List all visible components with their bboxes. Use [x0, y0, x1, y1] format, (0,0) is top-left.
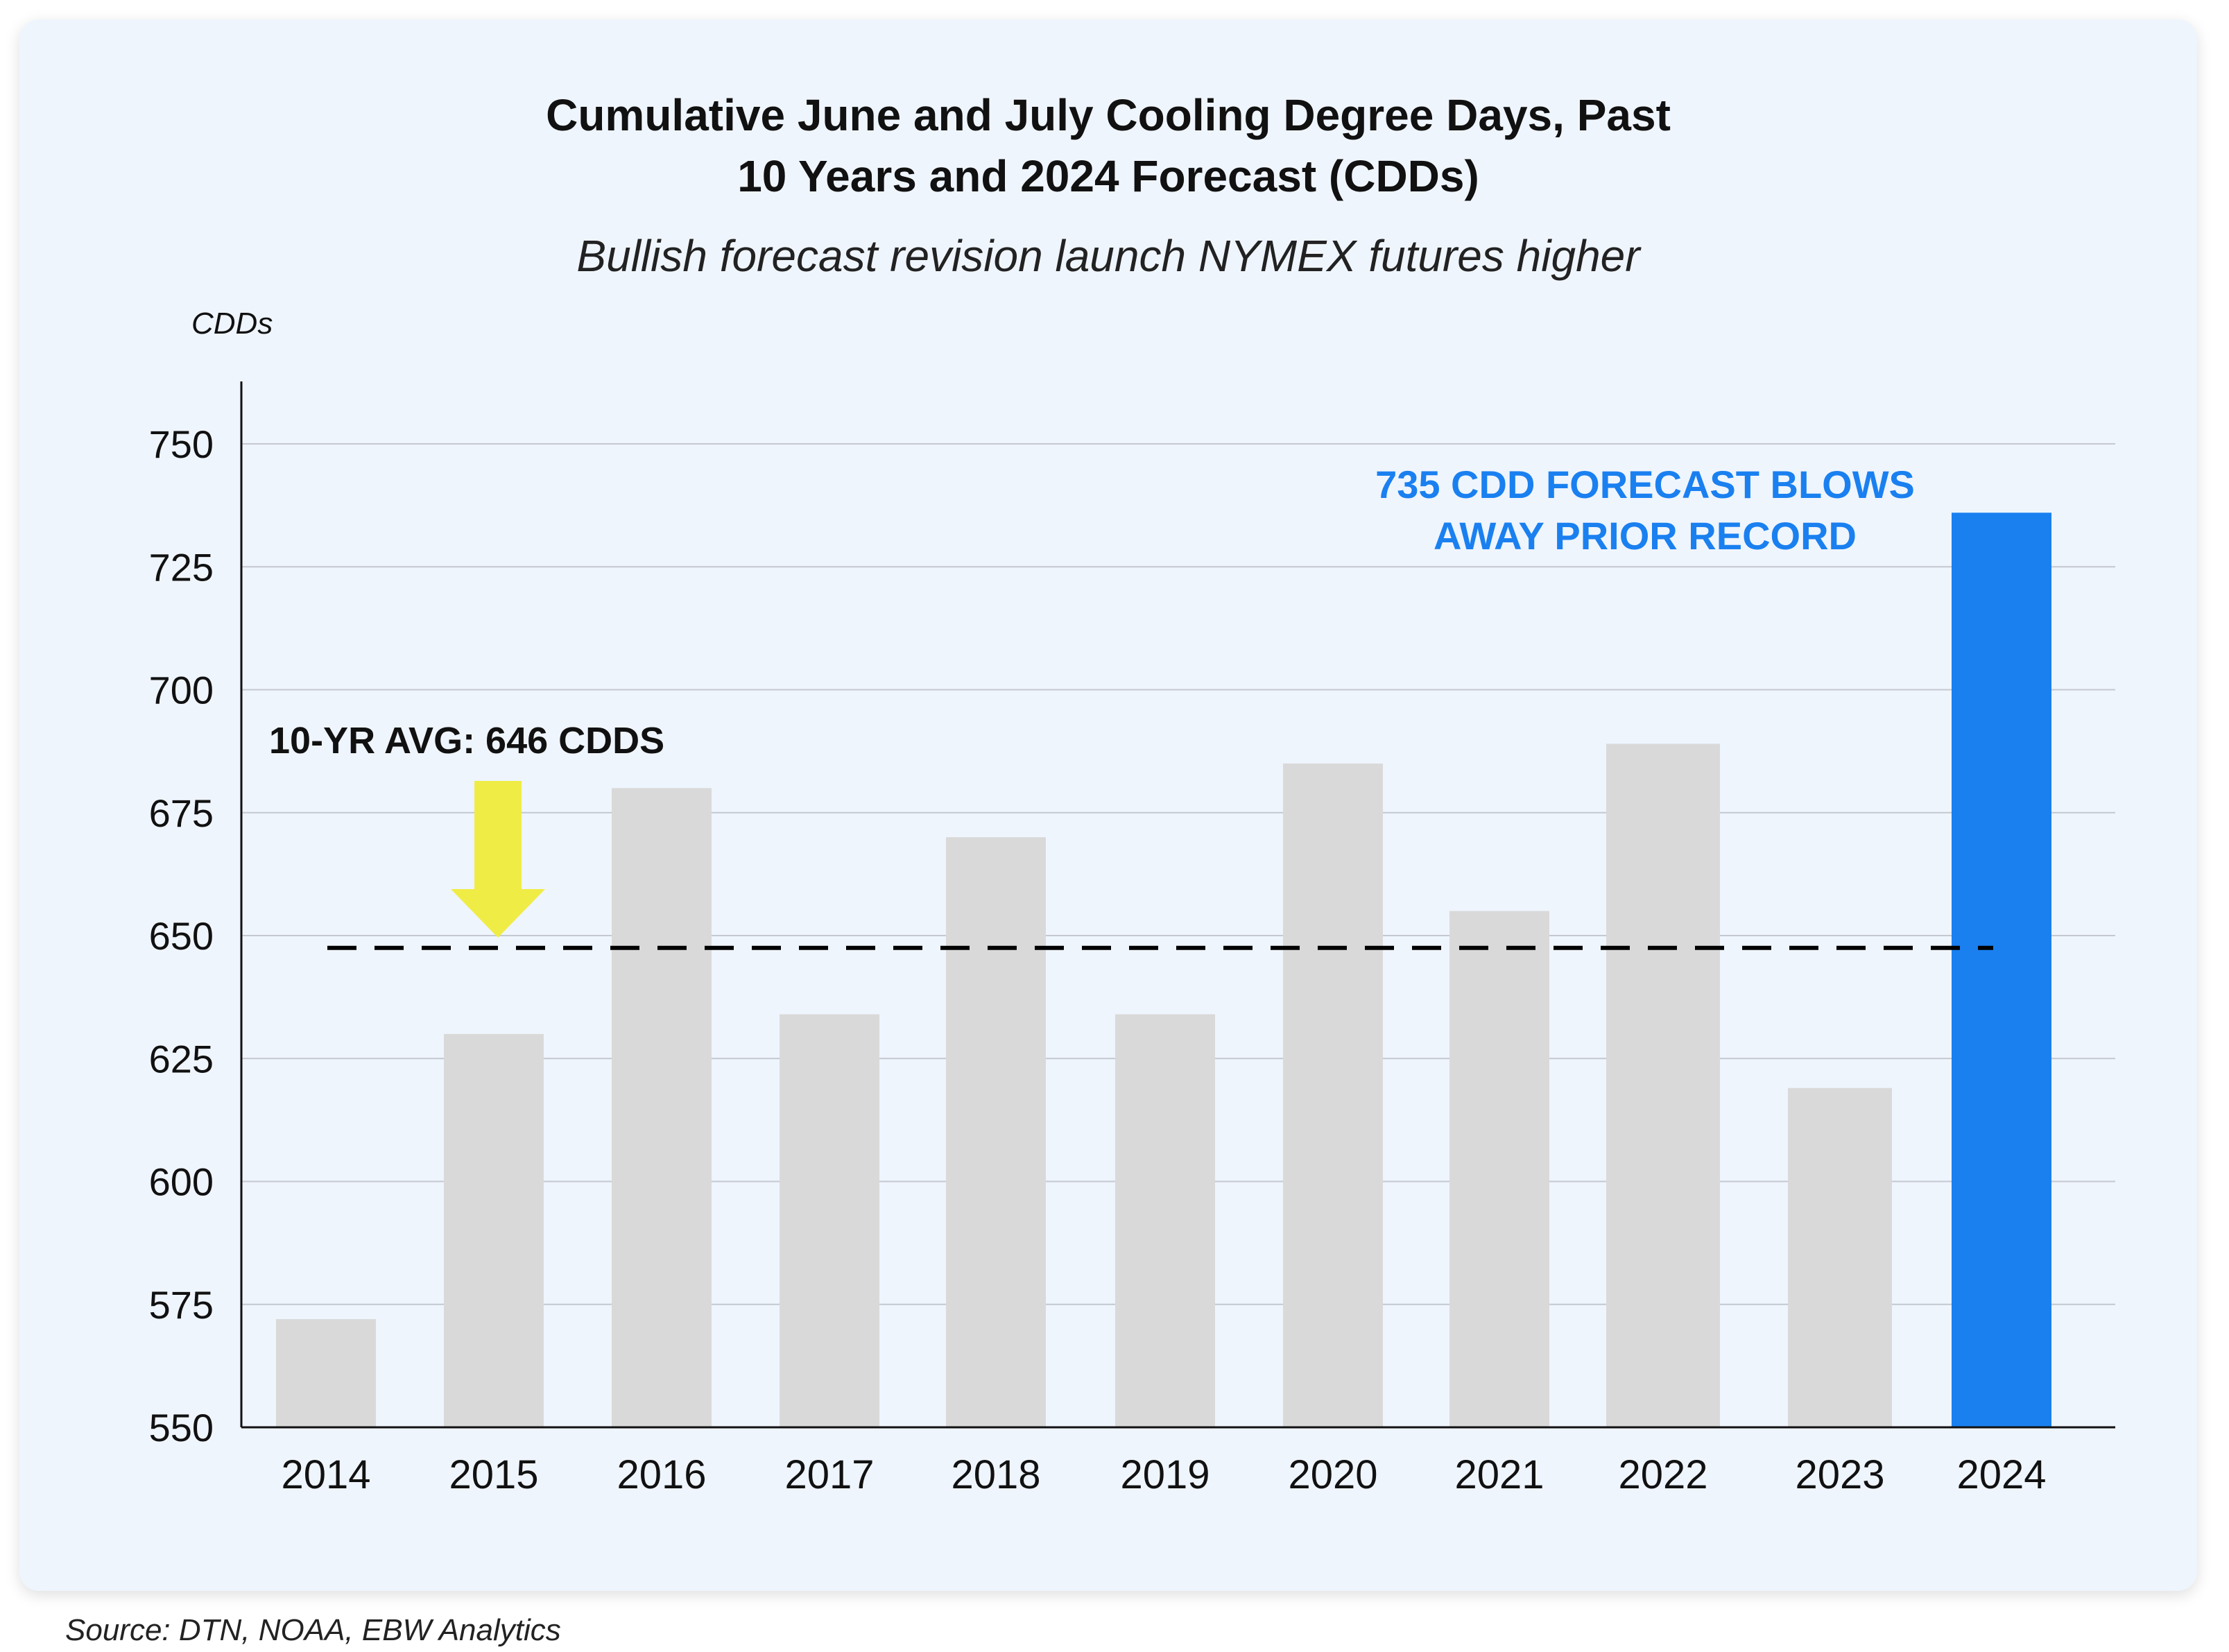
y-tick-label: 600: [149, 1160, 214, 1204]
x-tick-label: 2021: [1454, 1452, 1544, 1497]
x-tick-labels: 2014 2015 2016 2017 2018 2019 2020 2021 2022 2023…: [281, 1452, 2046, 1497]
bars: [276, 513, 2051, 1427]
bar-2016: [612, 788, 712, 1427]
x-tick-label: 2018: [951, 1452, 1040, 1497]
bar-2015: [444, 1033, 544, 1427]
bar-2019: [1115, 1014, 1215, 1427]
y-tick-labels: 550 575 600 625 650 675 700 725 750: [149, 422, 214, 1449]
chart-title-line-2: 10 Years and 2024 Forecast (CDDs): [737, 151, 1479, 201]
bar-2020: [1283, 763, 1383, 1427]
y-tick-label: 550: [149, 1406, 214, 1449]
x-tick-label: 2019: [1120, 1452, 1210, 1497]
bar-2014: [276, 1319, 376, 1427]
y-tick-label: 575: [149, 1283, 214, 1327]
x-tick-label: 2017: [784, 1452, 874, 1497]
x-tick-label: 2022: [1618, 1452, 1707, 1497]
y-tick-label: 725: [149, 545, 214, 589]
x-tick-label: 2014: [281, 1452, 370, 1497]
x-tick-label: 2015: [449, 1452, 538, 1497]
bar-2017: [780, 1014, 879, 1427]
chart-subtitle: Bullish forecast revision launch NYMEX f…: [576, 231, 1640, 281]
source-note: Source: DTN, NOAA, EBW Analytics: [65, 1613, 561, 1647]
y-tick-label: 625: [149, 1037, 214, 1081]
bar-2023: [1788, 1087, 1892, 1427]
chart-title-line-1: Cumulative June and July Cooling Degree …: [546, 90, 1671, 140]
annotations: 10-YR AVG: 646 CDDS 735 CDD FORECAST BLOW…: [269, 463, 1993, 950]
y-tick-label: 700: [149, 669, 214, 712]
down-arrow-icon: [451, 781, 545, 938]
x-tick-label: 2024: [1956, 1452, 2046, 1497]
y-tick-label: 675: [149, 791, 214, 835]
forecast-annotation-line-1: 735 CDD FORECAST BLOWS: [1375, 463, 1915, 506]
y-tick-label: 750: [149, 422, 214, 466]
average-annotation: 10-YR AVG: 646 CDDS: [269, 720, 664, 762]
bar-2021: [1449, 911, 1549, 1427]
bar-2022: [1606, 743, 1720, 1427]
y-axis-label: CDDs: [191, 307, 273, 341]
y-tick-label: 650: [149, 914, 214, 958]
forecast-annotation-line-2: AWAY PRIOR RECORD: [1434, 514, 1857, 558]
bar-2024: [1952, 513, 2051, 1427]
bar-2018: [946, 837, 1046, 1427]
x-tick-label: 2016: [617, 1452, 706, 1497]
x-tick-label: 2020: [1288, 1452, 1377, 1497]
chart-title: Cumulative June and July Cooling Degree …: [0, 85, 2217, 207]
axes: [240, 381, 2115, 1429]
x-tick-label: 2023: [1795, 1452, 1884, 1497]
